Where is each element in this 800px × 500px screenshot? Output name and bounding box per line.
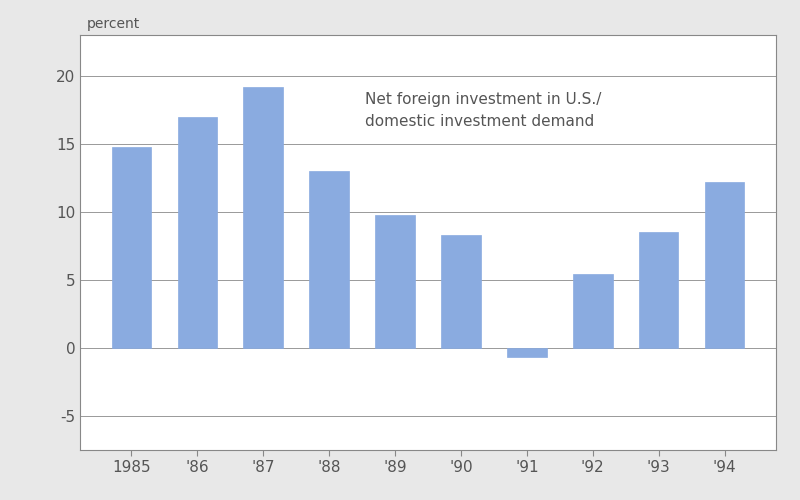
Bar	[178, 116, 217, 348]
Bar	[310, 171, 349, 348]
Text: Net foreign investment in U.S./: Net foreign investment in U.S./	[366, 92, 602, 107]
Bar	[441, 235, 481, 348]
Bar	[243, 86, 283, 348]
Bar	[375, 214, 415, 348]
Bar	[705, 182, 744, 348]
Bar	[573, 274, 613, 348]
Bar	[112, 146, 151, 348]
Bar	[507, 348, 546, 358]
Text: percent: percent	[87, 17, 140, 31]
Text: domestic investment demand: domestic investment demand	[366, 114, 594, 129]
Bar	[639, 232, 678, 348]
